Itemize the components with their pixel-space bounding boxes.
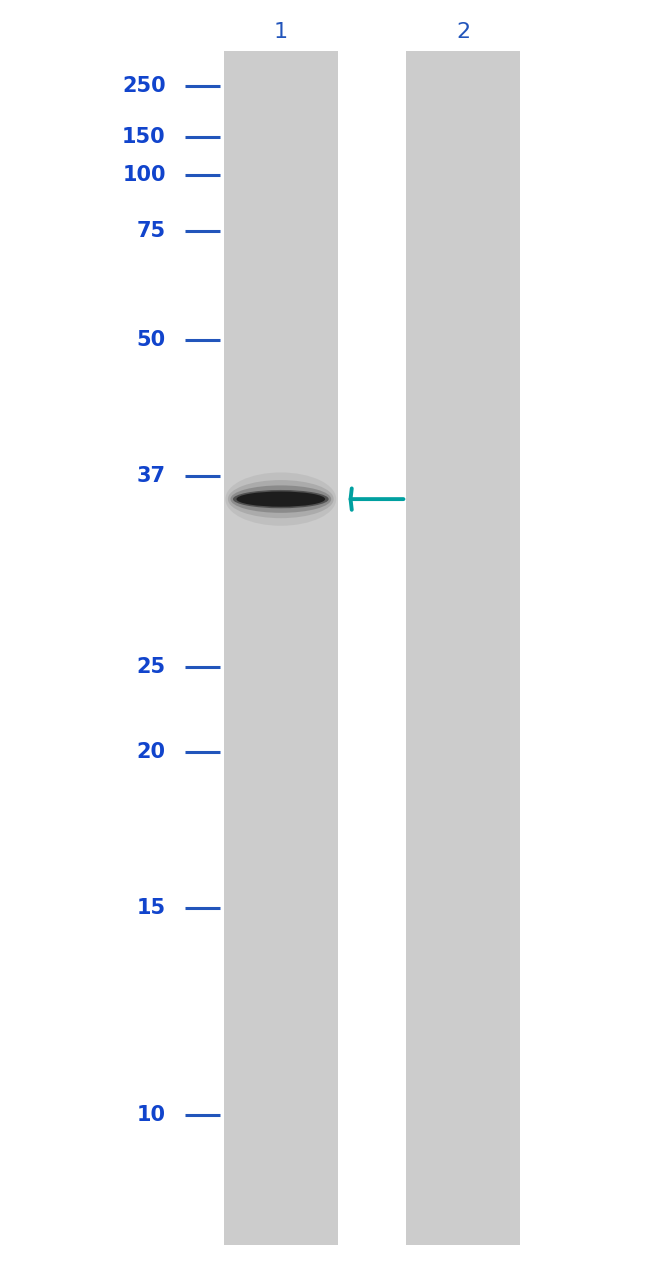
Ellipse shape: [233, 490, 329, 508]
Bar: [224, 51, 338, 1245]
Text: 50: 50: [136, 330, 166, 351]
Text: 15: 15: [136, 898, 166, 918]
Ellipse shape: [228, 480, 333, 518]
Text: 2: 2: [456, 22, 470, 42]
Text: 37: 37: [136, 466, 166, 486]
Text: 150: 150: [122, 127, 166, 147]
Ellipse shape: [226, 472, 336, 526]
Text: 1: 1: [274, 22, 288, 42]
Ellipse shape: [237, 491, 325, 507]
Text: 20: 20: [136, 742, 166, 762]
Ellipse shape: [231, 485, 332, 513]
Text: 75: 75: [136, 221, 166, 241]
Text: 10: 10: [136, 1105, 166, 1125]
Bar: [406, 51, 520, 1245]
Text: 100: 100: [122, 165, 166, 185]
Text: 25: 25: [136, 657, 166, 677]
Text: 250: 250: [122, 76, 166, 97]
